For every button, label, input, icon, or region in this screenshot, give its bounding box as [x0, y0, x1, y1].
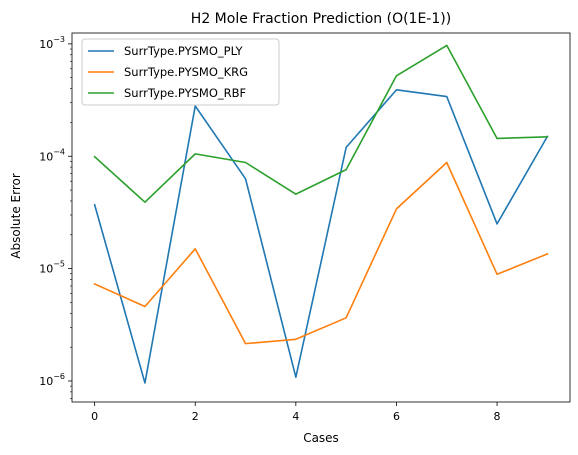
x-tick-label: 4: [292, 410, 299, 423]
y-tick-label: 10−6: [39, 372, 65, 388]
axes: [71, 32, 571, 403]
legend-box: [81, 38, 280, 106]
series-line-3: [93, 44, 549, 203]
x-tick-label: 6: [393, 410, 400, 423]
y-tick-label: 10−4: [39, 147, 65, 163]
x-axis-label: Cases: [303, 431, 339, 445]
series-line-1: [93, 89, 549, 384]
legend-label: SurrType.PYSMO_PLY: [124, 44, 243, 58]
legend-label: SurrType.PYSMO_RBF: [124, 86, 246, 100]
axes-frame: [71, 32, 571, 403]
legend: SurrType.PYSMO_PLY SurrType.PYSMO_KRG Surr…: [81, 38, 280, 106]
x-tick-label: 8: [494, 410, 501, 423]
chart-title: H2 Mole Fraction Prediction (O(1E-1)): [191, 11, 451, 27]
series-line-2: [93, 161, 549, 345]
x-tick-label: 2: [192, 410, 199, 423]
y-axis-label: Absolute Error: [9, 173, 23, 259]
x-tick-label: 0: [91, 410, 98, 423]
y-tick-label: 10−5: [39, 260, 65, 276]
legend-label: SurrType.PYSMO_KRG: [124, 65, 248, 79]
series-layer: [93, 44, 549, 384]
y-tick-label: 10−3: [39, 35, 65, 51]
